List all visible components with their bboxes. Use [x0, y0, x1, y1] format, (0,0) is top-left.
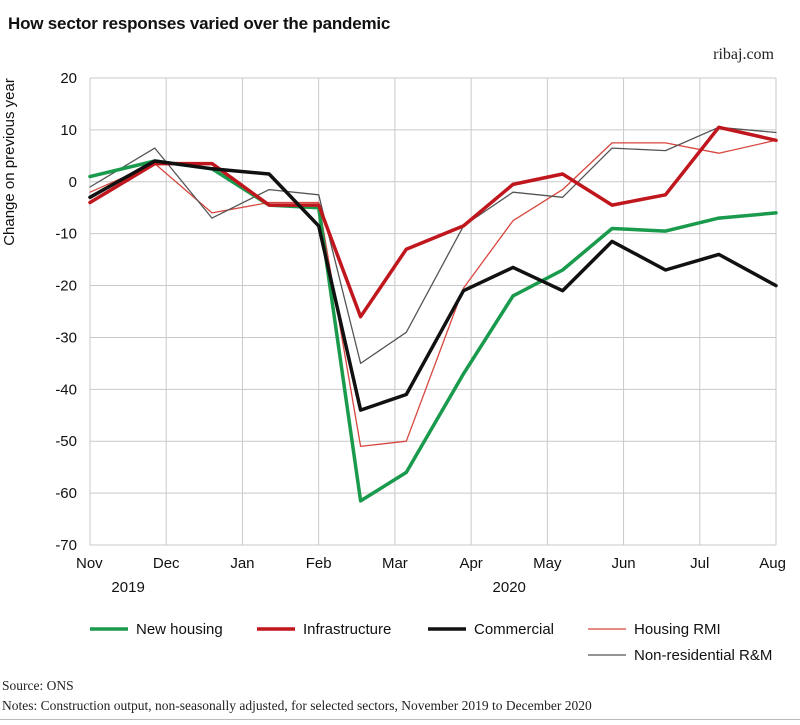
y-tick-label: -40	[55, 381, 77, 398]
x-tick-label: Jul	[690, 555, 709, 572]
x-tick-label: Aug	[759, 555, 786, 572]
y-tick-label: -50	[55, 433, 77, 450]
x-tick-label: Feb	[306, 555, 332, 572]
y-tick-label: 10	[60, 122, 77, 139]
series-line	[89, 139, 777, 448]
y-tick-label: 20	[60, 70, 77, 87]
y-tick-label: -30	[55, 329, 77, 346]
legend-label: Housing RMI	[634, 621, 721, 638]
x-tick-label: Dec	[153, 555, 180, 572]
brand-label: ribaj.com	[713, 46, 774, 63]
series-lines	[88, 125, 778, 503]
y-axis-label: Change on previous year	[1, 78, 18, 246]
legend-label: Non-residential R&M	[634, 647, 772, 664]
legend-label: Infrastructure	[303, 621, 391, 638]
x-tick-label: Apr	[459, 555, 482, 572]
series-line	[88, 125, 778, 319]
source-note: Source: ONS	[2, 678, 74, 693]
x-tick-label: May	[533, 555, 562, 572]
legend-label: Commercial	[474, 621, 554, 638]
year-label: 2020	[493, 579, 526, 596]
x-tick-label: Mar	[382, 555, 408, 572]
year-label: 2019	[111, 579, 144, 596]
y-axis-ticks: 20 10 0 -10 -20 -30 -40 -50 -60 -70	[55, 70, 77, 554]
bottom-divider	[0, 719, 800, 720]
notes-text: Notes: Construction output, non-seasonal…	[2, 698, 592, 713]
chart-title: How sector responses varied over the pan…	[8, 14, 391, 33]
y-tick-label: -60	[55, 485, 77, 502]
y-tick-label: 0	[69, 174, 77, 191]
y-tick-label: -10	[55, 226, 77, 243]
x-tick-label: Jun	[611, 555, 635, 572]
series-line	[88, 159, 778, 503]
series-line	[88, 159, 778, 412]
grid-lines	[89, 77, 777, 546]
x-tick-label: Jan	[230, 555, 254, 572]
x-axis-ticks: Nov Dec Jan Feb Mar Apr May Jun Jul Aug 2019 2020	[76, 555, 786, 596]
line-chart: 20 10 0 -10 -20 -30 -40 -50 -60 -70 Nov Dec Jan Feb M…	[1, 70, 786, 664]
x-tick-label: Nov	[76, 555, 103, 572]
y-tick-label: -20	[55, 278, 77, 295]
legend-label: New housing	[136, 621, 223, 638]
legend: New housing Infrastructure Commercial Housi…	[90, 621, 772, 664]
series-line	[89, 126, 777, 365]
y-tick-label: -70	[55, 537, 77, 554]
